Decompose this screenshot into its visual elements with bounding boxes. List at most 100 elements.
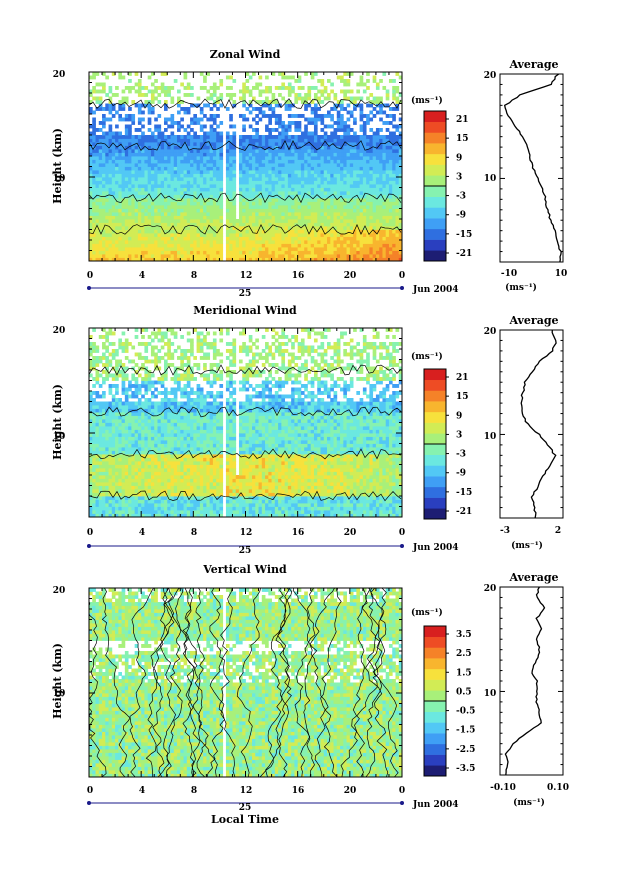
heatmap-cell <box>177 159 181 164</box>
heatmap-cell <box>265 184 269 188</box>
heatmap-cell <box>173 254 178 258</box>
heatmap-cell <box>92 198 96 202</box>
heatmap-cell <box>150 166 155 171</box>
heatmap-cell <box>118 149 122 153</box>
heatmap-cell <box>320 503 325 507</box>
heatmap-cell <box>206 156 211 160</box>
heatmap-cell <box>111 496 116 500</box>
colorbar-swatch <box>424 153 446 165</box>
heatmap-cell <box>163 513 168 517</box>
heatmap-cell <box>323 114 328 118</box>
heatmap-cell <box>310 208 315 213</box>
heatmap-cell <box>382 233 387 237</box>
heatmap-cell <box>366 96 370 101</box>
heatmap-cell <box>294 205 299 209</box>
heatmap-cell <box>343 79 347 83</box>
heatmap-cell <box>108 205 113 209</box>
heatmap-cell <box>268 229 272 234</box>
heatmap-cell <box>199 489 204 493</box>
heatmap-cell <box>128 163 132 167</box>
heatmap-cell <box>388 152 393 157</box>
heatmap-cell <box>167 503 171 507</box>
heatmap-cell <box>372 180 377 185</box>
heatmap-cell <box>379 510 383 514</box>
heatmap-cell <box>340 135 344 139</box>
heatmap-cell <box>238 187 243 192</box>
heatmap-cell <box>307 510 312 514</box>
heatmap-cell <box>190 152 194 157</box>
heatmap-cell <box>310 184 315 188</box>
heatmap-cell <box>160 177 165 181</box>
heatmap-cell <box>388 215 393 220</box>
heatmap-cell <box>163 243 168 248</box>
heatmap-cell <box>278 513 282 517</box>
heatmap-cell <box>111 184 116 188</box>
heatmap-cell <box>261 254 266 258</box>
heatmap-cell <box>382 205 387 209</box>
heatmap-cell <box>199 496 204 500</box>
heatmap-cell <box>150 257 155 261</box>
heatmap-cell <box>157 149 162 153</box>
heatmap-cell <box>375 159 380 164</box>
heatmap-cell <box>343 198 347 202</box>
heatmap-cell <box>392 247 396 251</box>
heatmap-cell <box>203 226 207 230</box>
heatmap-cell <box>180 184 184 188</box>
heatmap-cell <box>238 254 243 258</box>
colorbar-swatch <box>424 207 446 219</box>
heatmap-cell <box>392 198 396 202</box>
heatmap-cell <box>111 131 116 136</box>
heatmap-cell <box>229 177 233 181</box>
heatmap-cell <box>102 184 106 188</box>
heatmap-cell <box>398 240 402 244</box>
heatmap-cell <box>323 205 328 209</box>
heatmap-cell <box>121 506 126 511</box>
heatmap-cell <box>320 159 325 164</box>
heatmap-cell <box>327 492 331 497</box>
heatmap-cell <box>304 187 308 192</box>
heatmap-cell <box>170 138 175 143</box>
heatmap-cell <box>362 173 367 178</box>
heatmap-cell <box>379 194 383 199</box>
heatmap-cell <box>115 177 119 181</box>
heatmap-cell <box>141 131 145 136</box>
heatmap-cell <box>154 492 158 497</box>
heatmap-cell <box>330 240 334 244</box>
heatmap-cell <box>349 236 354 241</box>
heatmap-cell <box>154 194 158 199</box>
heatmap-cell <box>212 201 217 206</box>
heatmap-cell <box>160 496 165 500</box>
heatmap-cell <box>375 499 380 504</box>
heatmap-cell <box>281 177 286 181</box>
heatmap-cell <box>190 93 194 97</box>
heatmap-cell <box>206 89 211 94</box>
heatmap-cell <box>359 236 364 241</box>
heatmap-cell <box>268 152 272 157</box>
heatmap-cell <box>128 233 132 237</box>
heatmap-cell <box>333 247 338 251</box>
heatmap-cell <box>265 215 269 220</box>
heatmap-cell <box>248 208 253 213</box>
heatmap-cell <box>137 240 142 244</box>
heatmap-cell <box>160 149 165 153</box>
heatmap-cell <box>327 219 331 223</box>
heatmap-cell <box>186 191 191 195</box>
heatmap-cell <box>291 135 295 139</box>
heatmap-cell <box>108 103 113 108</box>
heatmap-cell <box>398 257 402 261</box>
heatmap-cell <box>330 124 334 129</box>
heatmap-cell <box>216 219 220 223</box>
heatmap-cell <box>141 86 145 90</box>
heatmap-cell <box>379 110 383 115</box>
heatmap-cell <box>141 170 145 174</box>
heatmap-cell <box>359 208 364 213</box>
heatmap-cell <box>353 506 357 511</box>
heatmap-cell <box>232 156 237 160</box>
heatmap-cell <box>167 145 171 150</box>
heatmap-cell <box>108 215 113 220</box>
heatmap-cell <box>212 194 217 199</box>
heatmap-cell <box>245 135 250 139</box>
heatmap-cell <box>137 506 142 511</box>
heatmap-cell <box>206 254 211 258</box>
heatmap-cell <box>395 247 400 251</box>
